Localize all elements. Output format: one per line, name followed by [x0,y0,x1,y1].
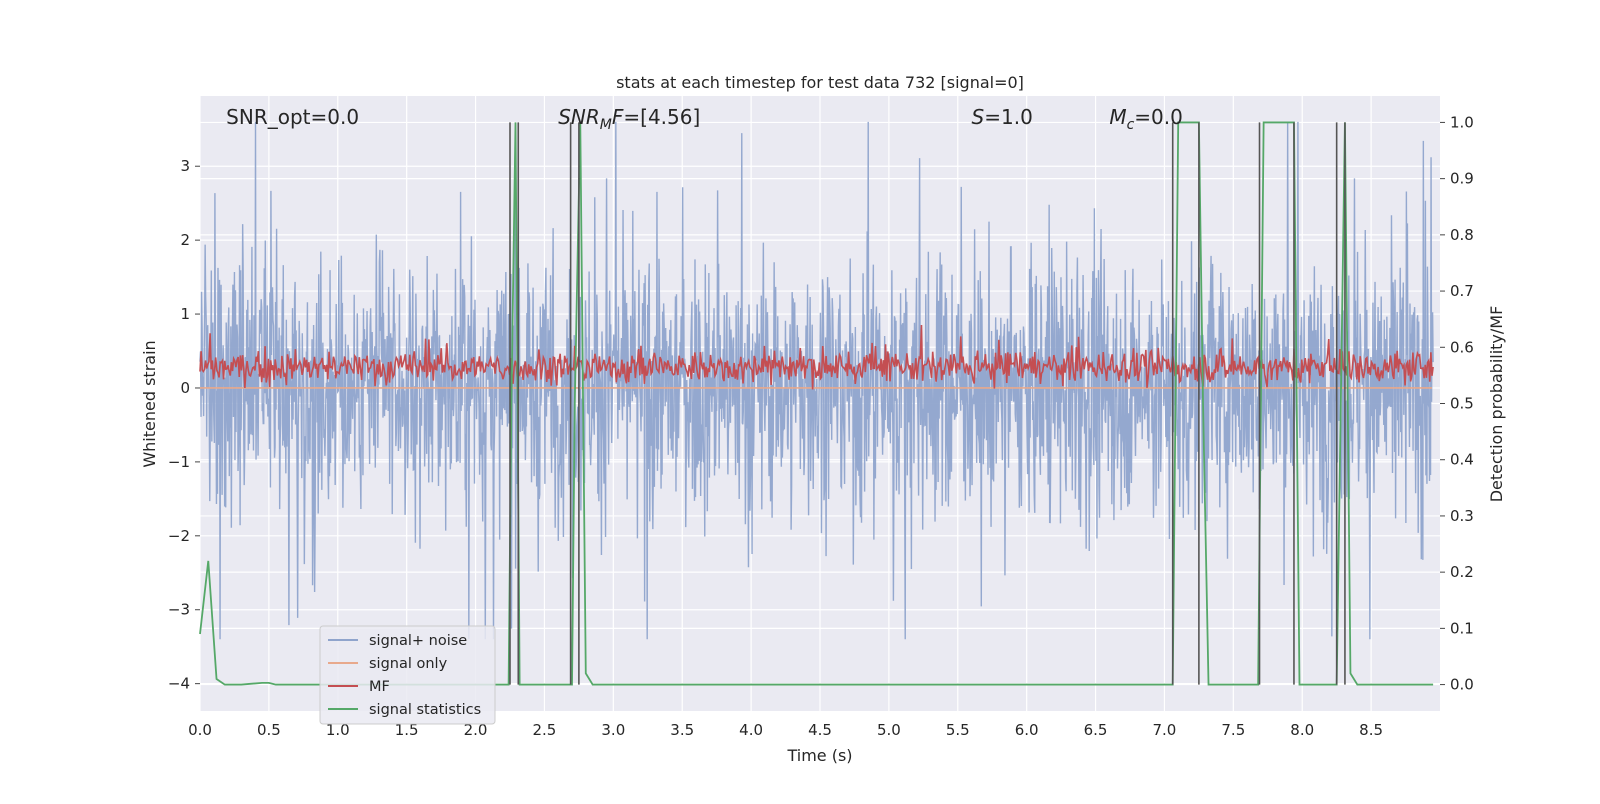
y-tick-label-left: −2 [168,527,190,545]
x-tick-label: 7.5 [1221,721,1245,739]
x-tick-label: 2.5 [533,721,557,739]
y-axis-label-right: Detection probability/MF [1487,306,1506,503]
y-tick-label-right: 0.4 [1450,451,1474,469]
y-tick-label-left: −1 [168,453,190,471]
y-tick-label-right: 0.9 [1450,170,1474,188]
x-tick-label: 0.5 [257,721,281,739]
x-tick-label: 4.0 [739,721,763,739]
legend-label-signal-statistics: signal statistics [369,702,481,718]
y-tick-label-right: 0.6 [1450,338,1474,356]
x-tick-label: 8.0 [1290,721,1314,739]
annotation-1: SNRMF=[4.56] [558,105,700,133]
x-tick-label: 1.0 [326,721,350,739]
x-tick-label: 0.0 [188,721,212,739]
y-tick-label-left: 0 [180,379,190,397]
y-tick-label-left: −3 [168,601,190,619]
tick-labels: 0.0 0.5 1.0 1.5 2.0 2.5 3.0 3.5 4.0 4.5 5.0 5.5 6.0 6… [168,113,1474,739]
x-tick-label: 6.0 [1015,721,1039,739]
x-tick-label: 6.5 [1084,721,1108,739]
y-tick-label-right: 0.2 [1450,563,1474,581]
vertical-markers [509,122,1346,685]
y-tick-label-left: −4 [168,675,190,693]
y-tick-label-right: 0.3 [1450,507,1474,525]
series-signal-noise [199,121,1434,640]
series-signal-statistics [199,121,1434,686]
legend-label-signal-only: signal only [369,656,448,672]
x-tick-label: 5.5 [946,721,970,739]
legend-label-mf: MF [369,679,390,695]
annotation-3: Mc=0.0 [1109,105,1183,133]
y-tick-label-left: 3 [180,157,190,175]
y-tick-label-right: 0.0 [1450,676,1474,694]
series-mf [199,324,1434,390]
x-tick-label: 1.5 [395,721,419,739]
y-tick-label-left: 1 [180,305,190,323]
y-tick-label-right: 0.7 [1450,282,1474,300]
y-tick-label-right: 0.8 [1450,226,1474,244]
y-axis-label-left: Whitened strain [140,340,159,467]
legend-box [319,625,496,725]
x-tick-label: 4.5 [808,721,832,739]
y-tick-label-right: 1.0 [1450,113,1474,131]
annotation-0: SNR_opt=0.0 [226,105,359,129]
legend-label-signal-noise: signal+ noise [369,633,467,649]
y-tick-label-right: 0.5 [1450,395,1474,413]
x-tick-label: 3.5 [670,721,694,739]
x-tick-label: 8.5 [1359,721,1383,739]
x-tick-label: 3.0 [601,721,625,739]
legend: signal+ noise signal only MF signal stat… [319,625,496,725]
plot-series-group [199,121,1434,686]
chart-title: stats at each timestep for test data 732… [616,73,1024,92]
x-tick-label: 2.0 [464,721,488,739]
annotation-2: S=1.0 [972,105,1033,129]
x-axis-label: Time (s) [786,746,852,765]
y-tick-label-right: 0.1 [1450,619,1474,637]
y-tick-label-left: 2 [180,231,190,249]
x-tick-label: 5.0 [877,721,901,739]
x-tick-label: 7.0 [1153,721,1177,739]
annotations: SNR_opt=0.0 SNRMF=[4.56] S=1.0 Mc=0.0 [226,105,1183,133]
